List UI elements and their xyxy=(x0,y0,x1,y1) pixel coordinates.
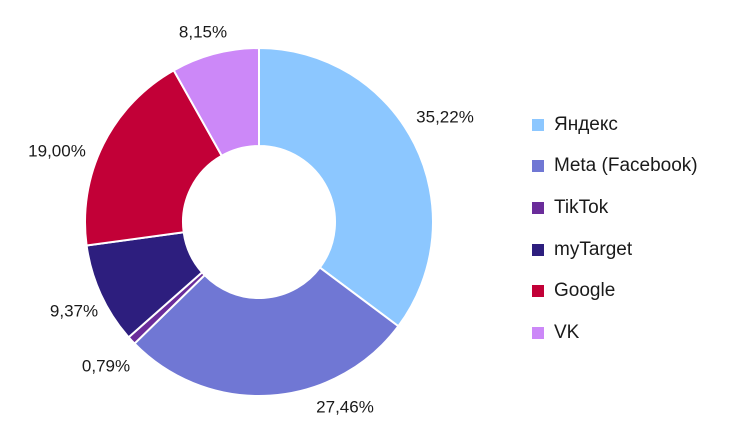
legend-swatch xyxy=(532,243,544,256)
legend-item: myTarget xyxy=(532,229,744,271)
legend-item: Meta (Facebook) xyxy=(532,146,744,188)
slice-value-label: 8,15% xyxy=(179,22,227,41)
slice-value-label: 9,37% xyxy=(50,301,98,320)
legend-swatch xyxy=(532,326,544,339)
legend-swatch xyxy=(532,201,544,214)
donut-slice-2 xyxy=(133,266,400,397)
donut-slice-1 xyxy=(258,46,434,328)
legend-item: Google xyxy=(532,270,744,312)
donut-slices xyxy=(84,46,434,397)
donut-slice-6 xyxy=(172,46,260,158)
legend-swatch xyxy=(532,118,544,131)
slice-value-label: 35,22% xyxy=(416,107,474,126)
slice-value-label: 27,46% xyxy=(316,397,374,416)
slice-value-label: 19,00% xyxy=(28,141,86,160)
legend-label: Meta (Facebook) xyxy=(554,155,698,177)
legend-swatch xyxy=(532,285,544,298)
legend-label: VK xyxy=(554,321,580,343)
donut-slice-5 xyxy=(84,68,224,247)
slice-value-label: 0,79% xyxy=(82,356,130,375)
legend-label: Google xyxy=(554,280,616,302)
slice-labels: 35,22% 27,46% 0,79% 9,37% 19,00% 8,15% xyxy=(28,22,474,416)
chart-legend: Яндекс Meta (Facebook) TikTok myTarget Googl… xyxy=(532,104,744,354)
legend-label: Яндекс xyxy=(554,113,618,135)
legend-label: TikTok xyxy=(554,196,609,218)
legend-item: VK xyxy=(532,312,744,354)
legend-label: myTarget xyxy=(554,238,633,260)
legend-swatch xyxy=(532,160,544,173)
legend-item: Яндекс xyxy=(532,104,744,146)
legend-item: TikTok xyxy=(532,187,744,229)
